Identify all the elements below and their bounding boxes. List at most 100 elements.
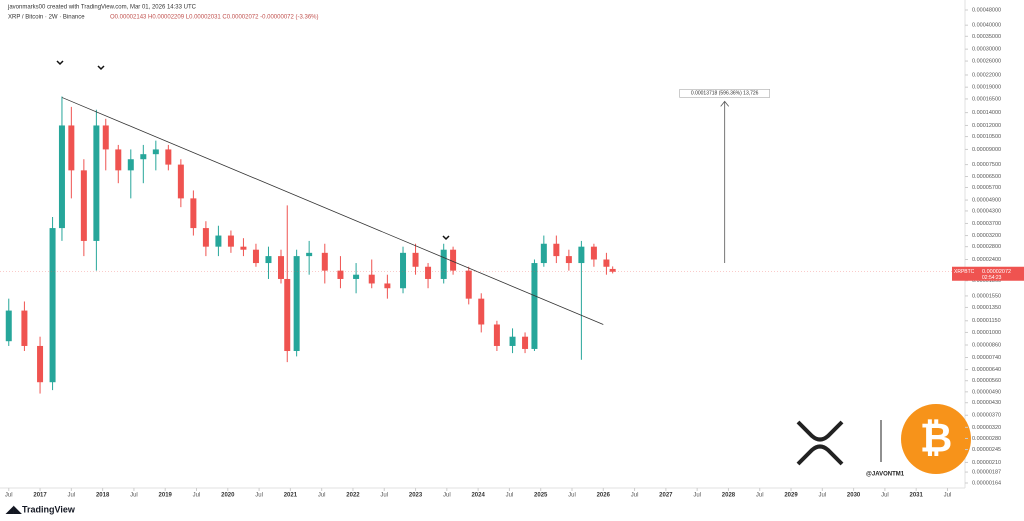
x-tick-label: 2024 — [471, 493, 485, 499]
y-tick-label: 0.00019000 — [972, 85, 1001, 91]
y-tick-label: 0.00016500 — [972, 96, 1001, 102]
y-tick-label: 0.00026000 — [972, 59, 1001, 65]
y-tick-label: 0.00022000 — [972, 72, 1001, 78]
measure-label-box — [679, 89, 770, 98]
candle-body — [240, 246, 247, 250]
candle-body — [115, 149, 122, 171]
candle-body — [127, 159, 134, 171]
candle-body — [306, 252, 313, 257]
candle-body — [400, 252, 407, 289]
y-tick-label: 0.00000640 — [972, 367, 1001, 373]
candle-body — [165, 149, 172, 165]
candle-body — [412, 252, 419, 267]
y-tick-label: 0.00004300 — [972, 208, 1001, 214]
x-tick-label: Jul — [944, 493, 952, 499]
brand-logo: ◢◣ — [5, 505, 23, 516]
author-line: javonmarks00 created with TradingView.co… — [7, 5, 197, 11]
x-tick-label: Jul — [818, 493, 826, 499]
y-tick-label: 0.00030000 — [972, 47, 1001, 53]
candle-body — [293, 256, 300, 352]
y-tick-label: 0.00000560 — [972, 378, 1001, 384]
x-tick-label: 2026 — [597, 493, 611, 499]
y-tick-label: 0.00003200 — [972, 233, 1001, 239]
y-tick-label: 0.00003700 — [972, 221, 1001, 227]
y-tick-label: 0.00000164 — [972, 480, 1001, 486]
y-tick-label: 0.00000320 — [972, 425, 1001, 431]
x-tick-label: 2018 — [96, 493, 110, 499]
x-tick-label: Jul — [443, 493, 451, 499]
x-tick-label: Jul — [693, 493, 701, 499]
y-tick-label: 0.00006500 — [972, 174, 1001, 180]
y-tick-label: 0.00012000 — [972, 123, 1001, 129]
y-tick-label: 0.00010500 — [972, 134, 1001, 140]
x-tick-label: Jul — [756, 493, 764, 499]
candle-body — [140, 154, 147, 160]
candle-body — [465, 270, 472, 299]
x-tick-label: Jul — [380, 493, 388, 499]
x-tick-label: Jul — [568, 493, 576, 499]
y-tick-label: 0.00005700 — [972, 185, 1001, 191]
candle-body — [540, 243, 547, 264]
candle-body — [277, 256, 284, 279]
y-tick-label: 0.00001150 — [972, 318, 1001, 324]
candle-body — [68, 125, 75, 171]
x-tick-label: Jul — [631, 493, 639, 499]
candle-body — [553, 243, 560, 257]
candle-body — [450, 249, 457, 271]
y-tick-label: 0.00000430 — [972, 400, 1001, 406]
candle-body — [215, 235, 222, 247]
candle-body — [252, 249, 259, 264]
candle-body — [49, 228, 56, 383]
trendline — [61, 97, 604, 325]
y-tick-label: 0.00000210 — [972, 460, 1001, 466]
y-tick-label: 0.00040000 — [972, 23, 1001, 29]
y-tick-label: 0.00048000 — [972, 7, 1001, 13]
candle-body — [265, 256, 272, 264]
peak-marker — [56, 60, 64, 66]
candle-body — [384, 283, 391, 289]
x-tick-label: Jul — [318, 493, 326, 499]
candle-body — [578, 246, 585, 264]
x-tick-label: 2023 — [409, 493, 423, 499]
x-tick-label: 2025 — [534, 493, 548, 499]
x-tick-label: 2030 — [847, 493, 861, 499]
x-tick-label: Jul — [130, 493, 138, 499]
candle-body — [152, 149, 159, 155]
x-tick-label: 2031 — [910, 493, 924, 499]
candle-body — [603, 259, 610, 267]
x-tick-label: 2017 — [33, 493, 47, 499]
candle-body — [509, 336, 516, 346]
xrp-logo — [796, 420, 844, 466]
symbol-title: XRP / Bitcoin · 2W · Binance — [8, 15, 85, 21]
candle-body — [590, 246, 597, 260]
candle-body — [609, 268, 616, 272]
candle-body — [284, 278, 291, 352]
x-tick-label: 2022 — [346, 493, 360, 499]
last-price-symbol: XRPBTC — [954, 269, 975, 275]
candle-body — [102, 125, 109, 150]
y-tick-label: 0.00000187 — [972, 470, 1001, 476]
candle-body — [565, 256, 572, 264]
candle-body — [493, 324, 500, 346]
y-tick-label: 0.00001350 — [972, 305, 1001, 311]
candle-body — [21, 310, 28, 346]
x-tick-label: 2019 — [159, 493, 173, 499]
x-tick-label: Jul — [68, 493, 76, 499]
last-price-countdown: 02:54:23 — [982, 275, 1002, 281]
y-tick-label: 0.00000245 — [972, 447, 1001, 453]
y-tick-label: 0.00000490 — [972, 389, 1001, 395]
brand: TradingView — [22, 504, 76, 514]
last-price-label: 0.00002072 — [982, 269, 1011, 275]
x-tick-label: Jul — [255, 493, 263, 499]
y-tick-label: 0.00001550 — [972, 293, 1001, 299]
candle-body — [522, 336, 529, 349]
y-tick-label: 0.00001860 — [972, 278, 1001, 284]
x-tick-label: 2029 — [784, 493, 798, 499]
y-tick-label: 0.00035000 — [972, 34, 1001, 40]
candle-body — [80, 170, 87, 241]
last-price-tag — [952, 266, 1024, 281]
y-tick-label: 0.00000860 — [972, 342, 1001, 348]
candle-body — [321, 252, 328, 271]
ohlc-readout: O0.00002143 H0.00002209 L0.00002031 C0.0… — [110, 15, 319, 21]
